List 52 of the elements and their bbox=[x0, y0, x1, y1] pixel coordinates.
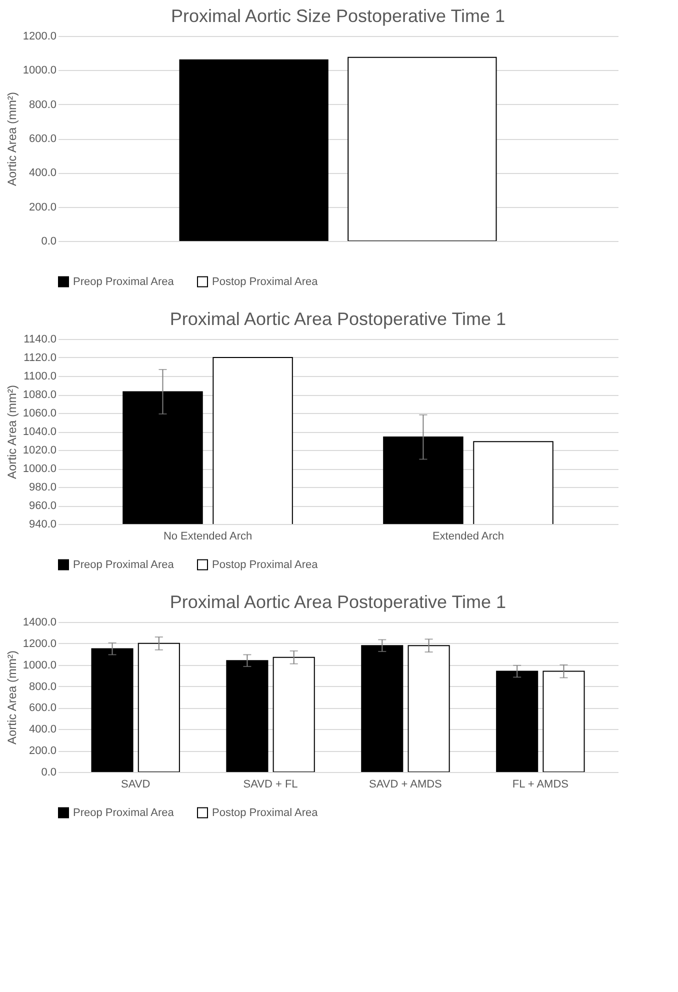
y-tick-label: 400.0 bbox=[28, 724, 56, 736]
y-tick-label: 940.0 bbox=[28, 518, 56, 530]
x-tick-label: SAVD bbox=[121, 778, 150, 790]
legend-label: Postop Proximal Area bbox=[212, 806, 319, 819]
y-tick-label: 1000.0 bbox=[22, 64, 56, 77]
bar bbox=[408, 645, 450, 772]
y-tick-label: 1140.0 bbox=[24, 334, 56, 346]
bar bbox=[272, 656, 315, 772]
y-tick-label: 1000.0 bbox=[22, 463, 56, 475]
y-axis-title: Aortic Area (mm²) bbox=[4, 384, 19, 480]
y-tick-label: 1060.0 bbox=[22, 408, 56, 420]
legend-label: Postop Proximal Area bbox=[212, 276, 319, 288]
x-tick-label: Extended Arch bbox=[432, 530, 504, 542]
y-axis-title: Aortic Area (mm²) bbox=[4, 650, 19, 745]
bar bbox=[91, 648, 134, 772]
y-tick-label: 960.0 bbox=[28, 500, 56, 512]
y-tick-label: 800.0 bbox=[28, 98, 56, 111]
y-tick-label: 0.0 bbox=[41, 236, 56, 248]
y-tick-label: 1000.0 bbox=[22, 659, 56, 672]
x-tick-label: FL + AMDS bbox=[512, 778, 568, 790]
x-tick-label: No Extended Arch bbox=[163, 530, 252, 542]
y-tick-label: 1120.0 bbox=[24, 352, 56, 364]
y-tick-label: 600.0 bbox=[28, 133, 56, 145]
legend-label: Preop Proximal Area bbox=[73, 558, 175, 571]
y-axis-title: Aortic Area (mm²) bbox=[4, 92, 19, 186]
chart-title: Proximal Aortic Area Postoperative Time 1 bbox=[170, 592, 506, 612]
bar bbox=[496, 670, 538, 772]
legend-label: Preop Proximal Area bbox=[73, 276, 175, 288]
bar bbox=[542, 670, 585, 772]
y-tick-label: 1200.0 bbox=[22, 638, 56, 650]
y-tick-label: 1020.0 bbox=[22, 444, 56, 456]
x-tick-label: SAVD + AMDS bbox=[369, 778, 442, 790]
chart-title: Proximal Aortic Area Postoperative Time 1 bbox=[170, 309, 506, 329]
legend-label: Postop Proximal Area bbox=[212, 558, 319, 571]
y-tick-label: 1200.0 bbox=[22, 30, 56, 42]
y-tick-label: 800.0 bbox=[28, 680, 56, 693]
y-tick-label: 200.0 bbox=[28, 201, 56, 214]
y-tick-label: 0.0 bbox=[41, 766, 56, 778]
bar bbox=[138, 642, 180, 772]
y-tick-label: 1400.0 bbox=[22, 616, 56, 628]
bar bbox=[226, 660, 268, 772]
y-tick-label: 400.0 bbox=[28, 167, 56, 180]
chart-title: Proximal Aortic Size Postoperative Time 1 bbox=[170, 6, 506, 26]
legend-label: Preop Proximal Area bbox=[73, 806, 175, 819]
y-tick-label: 600.0 bbox=[28, 702, 56, 714]
y-tick-label: 980.0 bbox=[28, 482, 56, 494]
y-tick-label: 1100.0 bbox=[24, 370, 56, 382]
y-tick-label: 1080.0 bbox=[22, 389, 56, 401]
bar bbox=[361, 645, 404, 772]
x-tick-label: SAVD + FL bbox=[243, 778, 298, 790]
y-tick-label: 1040.0 bbox=[22, 426, 56, 438]
y-tick-label: 200.0 bbox=[28, 745, 56, 758]
